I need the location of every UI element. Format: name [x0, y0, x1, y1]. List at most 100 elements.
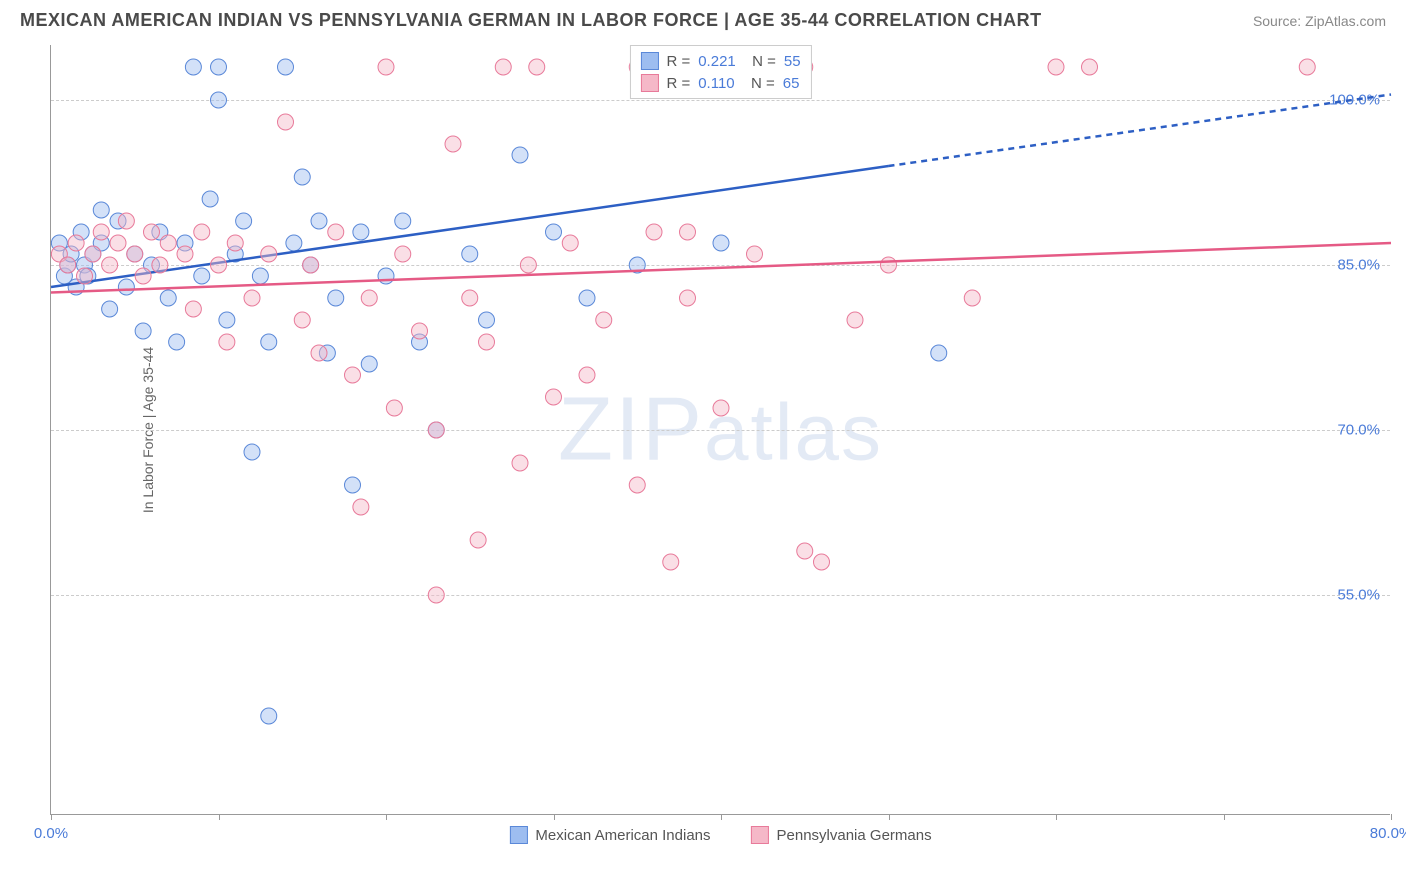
- data-point: [797, 543, 813, 559]
- data-point: [462, 290, 478, 306]
- data-point: [311, 213, 327, 229]
- data-point: [152, 257, 168, 273]
- legend-r-label: R =: [666, 75, 690, 92]
- data-point: [629, 477, 645, 493]
- data-point: [202, 191, 218, 207]
- data-point: [60, 257, 76, 273]
- data-point: [160, 290, 176, 306]
- data-point: [353, 224, 369, 240]
- x-tick: [51, 814, 52, 820]
- data-point: [847, 312, 863, 328]
- data-point: [252, 268, 268, 284]
- data-point: [462, 246, 478, 262]
- x-tick: [889, 814, 890, 820]
- data-point: [328, 290, 344, 306]
- x-tick: [386, 814, 387, 820]
- data-point: [1299, 59, 1315, 75]
- legend-swatch: [509, 826, 527, 844]
- data-point: [445, 136, 461, 152]
- data-point: [118, 213, 134, 229]
- data-point: [219, 312, 235, 328]
- data-point: [495, 59, 511, 75]
- x-tick-label: 0.0%: [34, 825, 68, 842]
- data-point: [1082, 59, 1098, 75]
- data-point: [294, 312, 310, 328]
- data-point: [546, 224, 562, 240]
- legend-n-label: N =: [744, 53, 776, 70]
- data-point: [236, 213, 252, 229]
- x-tick: [1056, 814, 1057, 820]
- data-point: [77, 268, 93, 284]
- data-point: [512, 455, 528, 471]
- data-point: [479, 312, 495, 328]
- data-point: [244, 290, 260, 306]
- correlation-legend: R = 0.221 N = 55R = 0.110 N = 65: [629, 45, 811, 99]
- legend-n-label: N =: [743, 75, 775, 92]
- chart-title: MEXICAN AMERICAN INDIAN VS PENNSYLVANIA …: [20, 10, 1042, 31]
- data-point: [680, 224, 696, 240]
- data-point: [160, 235, 176, 251]
- data-point: [278, 114, 294, 130]
- x-tick: [1391, 814, 1392, 820]
- data-point: [881, 257, 897, 273]
- data-point: [345, 477, 361, 493]
- data-point: [964, 290, 980, 306]
- legend-label: Pennsylvania Germans: [777, 827, 932, 844]
- data-point: [361, 356, 377, 372]
- data-point: [562, 235, 578, 251]
- data-point: [185, 59, 201, 75]
- data-point: [395, 213, 411, 229]
- data-point: [135, 268, 151, 284]
- legend-n-value: 65: [783, 75, 800, 92]
- data-point: [93, 202, 109, 218]
- trend-line: [51, 166, 889, 287]
- chart-header: MEXICAN AMERICAN INDIAN VS PENNSYLVANIA …: [0, 0, 1406, 36]
- data-point: [579, 290, 595, 306]
- scatter-chart: In Labor Force | Age 35-44 ZIPatlas 55.0…: [50, 45, 1390, 815]
- x-tick: [721, 814, 722, 820]
- data-point: [261, 334, 277, 350]
- data-point: [596, 312, 612, 328]
- data-point: [680, 290, 696, 306]
- data-point: [428, 587, 444, 603]
- data-point: [278, 59, 294, 75]
- legend-swatch: [640, 52, 658, 70]
- data-point: [386, 400, 402, 416]
- data-point: [110, 235, 126, 251]
- data-point: [294, 169, 310, 185]
- data-point: [244, 444, 260, 460]
- legend-item: Pennsylvania Germans: [751, 826, 932, 844]
- data-point: [261, 708, 277, 724]
- data-point: [311, 345, 327, 361]
- x-tick: [1224, 814, 1225, 820]
- data-point: [579, 367, 595, 383]
- data-point: [395, 246, 411, 262]
- data-point: [713, 400, 729, 416]
- legend-item: Mexican American Indians: [509, 826, 710, 844]
- legend-row: R = 0.221 N = 55: [640, 50, 800, 72]
- data-point: [663, 554, 679, 570]
- x-tick: [219, 814, 220, 820]
- data-point: [303, 257, 319, 273]
- data-point: [378, 59, 394, 75]
- data-point: [219, 334, 235, 350]
- data-point: [713, 235, 729, 251]
- data-point: [227, 235, 243, 251]
- data-point: [428, 422, 444, 438]
- data-point: [520, 257, 536, 273]
- data-point: [353, 499, 369, 515]
- legend-swatch: [640, 74, 658, 92]
- legend-r-label: R =: [666, 53, 690, 70]
- data-point: [931, 345, 947, 361]
- data-point: [169, 334, 185, 350]
- data-point: [68, 235, 84, 251]
- data-point: [512, 147, 528, 163]
- data-point: [177, 246, 193, 262]
- data-point: [144, 224, 160, 240]
- data-point: [646, 224, 662, 240]
- x-tick: [554, 814, 555, 820]
- data-point: [211, 59, 227, 75]
- data-point: [118, 279, 134, 295]
- data-point: [345, 367, 361, 383]
- data-point: [127, 246, 143, 262]
